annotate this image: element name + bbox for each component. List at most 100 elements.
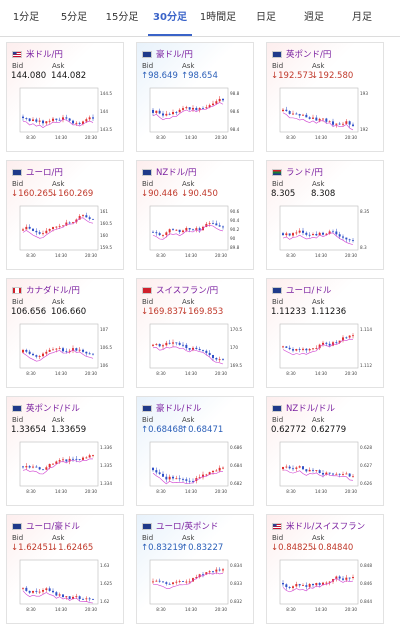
pair-name[interactable]: 豪ドル/ドル xyxy=(156,404,202,414)
y-tick-label: 90 xyxy=(230,236,236,241)
pair-name[interactable]: ユーロ/ドル xyxy=(286,286,332,296)
tab-7[interactable]: 月足 xyxy=(352,12,372,23)
pair-name[interactable]: 英ポンド/円 xyxy=(286,50,332,60)
candle-body xyxy=(88,217,91,219)
chart-frame xyxy=(279,441,359,487)
bid-number: 192.573 xyxy=(278,71,314,81)
x-tick-label: 14:30 xyxy=(315,371,327,376)
mini-candle-chart[interactable]: 0.834 0.833 0.832 8:30 14:30 20:30 xyxy=(149,559,249,617)
tab-1[interactable]: 5分足 xyxy=(60,12,88,23)
mini-candle-chart[interactable]: 1.114 1.112 8:30 14:30 20:30 xyxy=(279,323,379,381)
candle-body xyxy=(208,105,211,108)
mini-candle-chart[interactable]: 170.5 170 169.5 8:30 14:30 20:30 xyxy=(149,323,249,381)
rate-card[interactable]: 英ポンド/円 Bid Ask ↓192.573 ↓192.580 193 192 8… xyxy=(266,42,384,152)
pair-name[interactable]: ユーロ/円 xyxy=(26,168,63,178)
mini-candle-chart[interactable]: 90.6 90.4 90.2 90 89.8 8:30 14:30 20:30 xyxy=(149,205,249,263)
rate-card[interactable]: 米ドル/円 Bid Ask 144.080 144.082 144.5 144 14… xyxy=(6,42,124,152)
x-tick-label: 14:30 xyxy=(315,253,327,258)
candle-body xyxy=(58,460,61,462)
mini-candle-chart[interactable]: 144.5 144 143.5 8:30 14:30 20:30 xyxy=(19,87,119,145)
x-tick-label: 8:30 xyxy=(26,607,36,612)
pair-name[interactable]: ユーロ/英ポンド xyxy=(156,522,219,532)
ask-number: 0.84840 xyxy=(318,543,354,553)
mini-candle-chart[interactable]: 98.8 98.6 98.4 8:30 14:30 20:30 xyxy=(149,87,249,145)
tab-2[interactable]: 15分足 xyxy=(105,12,139,23)
candle-body xyxy=(35,466,38,468)
rate-card[interactable]: ランド/円 Bid Ask 8.305 8.308 8.35 8.3 8:30 14:… xyxy=(266,160,384,270)
pair-name[interactable]: ユーロ/豪ドル xyxy=(26,522,80,532)
candle-body xyxy=(175,342,178,344)
candle-body xyxy=(178,229,181,232)
x-tick-label: 8:30 xyxy=(156,371,166,376)
candle-body xyxy=(212,355,214,359)
y-tick-label: 106 xyxy=(100,363,108,368)
bid-number: 90.446 xyxy=(148,189,178,199)
pair-name[interactable]: 米ドル/スイスフラン xyxy=(286,522,366,532)
candle-body xyxy=(62,117,64,121)
pair-name[interactable]: 豪ドル/円 xyxy=(156,50,193,60)
candle-body xyxy=(175,112,178,113)
rate-card[interactable]: ユーロ/豪ドル Bid Ask ↓1.62451 ↓1.62465 1.63 1.… xyxy=(6,514,124,624)
mini-candle-chart[interactable]: 107 106.5 106 8:30 14:30 20:30 xyxy=(19,323,119,381)
pair-name[interactable]: NZドル/ドル xyxy=(286,404,336,414)
rate-card[interactable]: 米ドル/スイスフラン Bid Ask ↓0.84825 ↓0.84840 0.8… xyxy=(266,514,384,624)
candle-body xyxy=(78,596,81,599)
bid-number: 106.656 xyxy=(11,307,47,317)
rate-card[interactable]: 豪ドル/ドル Bid Ask ↑0.68468 ↑0.68471 0.686 0.… xyxy=(136,396,254,506)
mini-candle-chart[interactable]: 161 160.5 160 159.5 8:30 14:30 20:30 xyxy=(19,205,119,263)
tab-6[interactable]: 週足 xyxy=(304,12,324,23)
candle-body xyxy=(335,123,338,125)
candle-body xyxy=(288,111,291,114)
candle-body xyxy=(202,108,204,109)
pair-name[interactable]: 米ドル/円 xyxy=(26,50,63,60)
pair-name[interactable]: 英ポンド/ドル xyxy=(26,404,80,414)
candle-body xyxy=(328,121,331,123)
candle-body xyxy=(45,230,48,234)
rate-card[interactable]: NZドル/円 Bid Ask ↓90.446 ↓90.450 90.6 90.4 9… xyxy=(136,160,254,270)
mini-candle-chart[interactable]: 8.35 8.3 8:30 14:30 20:30 xyxy=(279,205,379,263)
candle-body xyxy=(192,107,194,110)
rate-card[interactable]: 豪ドル/円 Bid Ask ↑98.649 ↑98.654 98.8 98.6 98… xyxy=(136,42,254,152)
candle-body xyxy=(162,345,164,347)
mini-candle-chart[interactable]: 1.63 1.625 1.62 8:30 14:30 20:30 xyxy=(19,559,119,617)
pair-name[interactable]: NZドル/円 xyxy=(156,168,197,178)
pair-name[interactable]: カナダドル/円 xyxy=(26,286,80,296)
rate-card[interactable]: スイスフラン/円 Bid Ask ↓169.837 ↓169.853 170.5… xyxy=(136,278,254,388)
candle-body xyxy=(325,472,328,475)
candle-body xyxy=(78,349,81,351)
rate-card[interactable]: ユーロ/英ポンド Bid Ask ↑0.83219 ↑0.83227 0.834… xyxy=(136,514,254,624)
candle-body xyxy=(198,228,201,231)
tab-0[interactable]: 1分足 xyxy=(12,12,40,23)
mini-candle-chart[interactable]: 0.628 0.627 0.626 8:30 14:30 20:30 xyxy=(279,441,379,499)
flag-eu-icon xyxy=(272,286,282,294)
rate-card[interactable]: ユーロ/円 Bid Ask ↓160.265 ↓160.269 161 160.5… xyxy=(6,160,124,270)
tab-3[interactable]: 30分足 xyxy=(148,0,192,36)
flag-eu-icon xyxy=(12,168,22,176)
x-tick-label: 14:30 xyxy=(315,135,327,140)
candle-body xyxy=(315,582,318,586)
pair-name[interactable]: スイスフラン/円 xyxy=(156,286,219,296)
tab-5[interactable]: 日足 xyxy=(256,12,276,23)
y-tick-label: 159.5 xyxy=(100,245,112,250)
mini-candle-chart[interactable]: 1.336 1.335 1.334 8:30 14:30 20:30 xyxy=(19,441,119,499)
mini-candle-chart[interactable]: 0.686 0.684 0.682 8:30 14:30 20:30 xyxy=(149,441,249,499)
candle-body xyxy=(208,472,211,475)
bid-label: Bid xyxy=(272,180,284,188)
tab-4[interactable]: 1時間足 xyxy=(199,12,237,23)
y-tick-label: 0.832 xyxy=(230,599,242,604)
candle-body xyxy=(42,590,44,592)
rate-card[interactable]: NZドル/ドル Bid Ask 0.62772 0.62779 0.628 0.6… xyxy=(266,396,384,506)
bid-value: ↓192.573 xyxy=(271,71,314,81)
mini-candle-chart[interactable]: 193 192 8:30 14:30 20:30 xyxy=(279,87,379,145)
rate-card[interactable]: ユーロ/ドル Bid Ask 1.11233 1.11236 1.114 1.11… xyxy=(266,278,384,388)
pair-name[interactable]: ランド/円 xyxy=(286,168,323,178)
candle-body xyxy=(165,476,168,480)
candle-body xyxy=(152,467,154,471)
candle-body xyxy=(315,233,318,236)
mini-candle-chart[interactable]: 0.848 0.846 0.844 8:30 14:30 20:30 xyxy=(279,559,379,617)
y-tick-label: 8.35 xyxy=(360,209,370,214)
candle-body xyxy=(338,340,341,343)
bid-number: 160.265 xyxy=(18,189,54,199)
rate-card[interactable]: カナダドル/円 Bid Ask 106.656 106.660 107 106.5… xyxy=(6,278,124,388)
rate-card[interactable]: 英ポンド/ドル Bid Ask 1.33654 1.33659 1.336 1.3… xyxy=(6,396,124,506)
